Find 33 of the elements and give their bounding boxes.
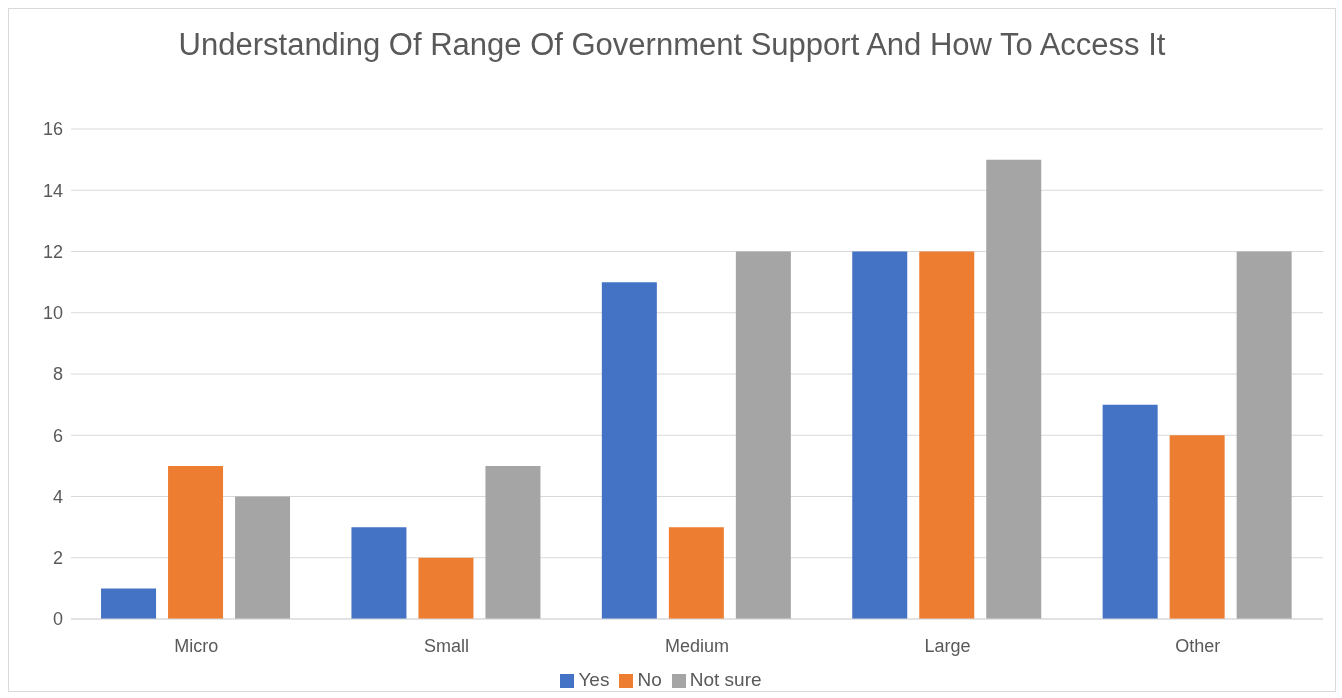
bar bbox=[852, 251, 908, 619]
x-tick-label: Medium bbox=[664, 635, 730, 656]
bar bbox=[986, 159, 1042, 619]
bar bbox=[601, 282, 657, 619]
x-tick-label: Other bbox=[1175, 635, 1221, 656]
x-tick-label: Small bbox=[424, 635, 470, 656]
bar bbox=[1169, 435, 1225, 619]
legend-label: Yes bbox=[578, 669, 610, 690]
bar bbox=[235, 496, 291, 619]
bar bbox=[735, 251, 791, 619]
chart-title: Understanding Of Range Of Government Support And How To Access It bbox=[177, 26, 1167, 64]
bar bbox=[1102, 404, 1158, 619]
x-tick-label: Micro bbox=[174, 635, 219, 656]
y-tick-label: 14 bbox=[42, 180, 63, 201]
legend-label: No bbox=[637, 669, 662, 690]
bar bbox=[1236, 251, 1292, 619]
bar bbox=[351, 527, 407, 619]
y-tick-label: 4 bbox=[52, 486, 63, 507]
bar bbox=[168, 465, 224, 619]
bar bbox=[418, 557, 474, 619]
y-tick-label: 16 bbox=[42, 119, 63, 140]
y-tick-label: 8 bbox=[52, 364, 63, 385]
y-tick-label: 2 bbox=[52, 548, 63, 569]
x-tick-label: Large bbox=[924, 635, 971, 656]
bar bbox=[485, 465, 541, 619]
y-tick-label: 10 bbox=[42, 303, 63, 324]
bar bbox=[919, 251, 975, 619]
y-tick-label: 6 bbox=[52, 425, 63, 446]
bar bbox=[101, 588, 157, 619]
legend-label: Not sure bbox=[689, 669, 762, 690]
bar bbox=[668, 527, 724, 619]
y-tick-label: 0 bbox=[52, 609, 63, 630]
y-tick-label: 12 bbox=[42, 241, 63, 262]
